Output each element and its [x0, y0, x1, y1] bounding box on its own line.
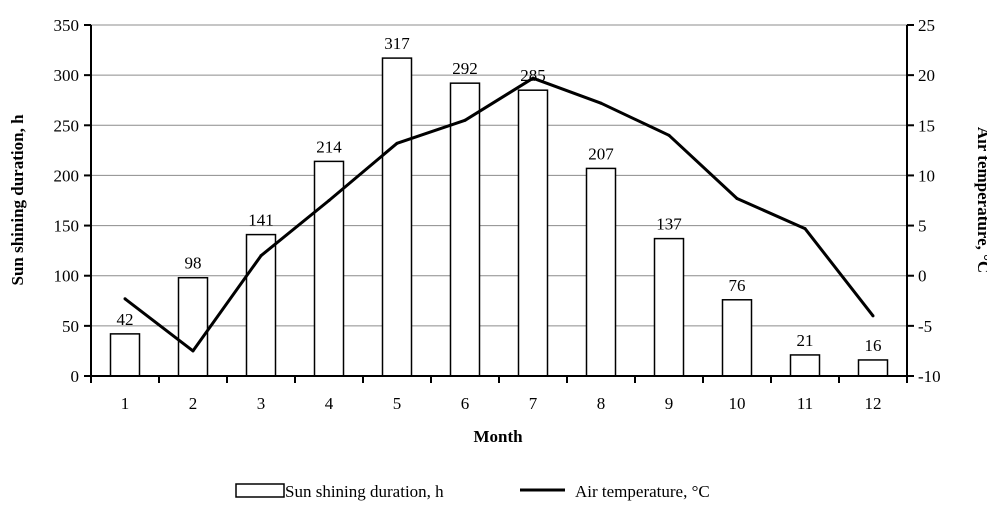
- bar-month-12: [857, 359, 889, 377]
- temperature-point-month-2: [191, 349, 195, 353]
- x-tick-label: 4: [325, 394, 334, 413]
- bar-series-sun-shining: [109, 57, 889, 377]
- bar-month-6: [449, 82, 481, 377]
- x-tick-label: 9: [665, 394, 674, 413]
- y-tick-label-left: 350: [54, 16, 80, 35]
- bar-data-label: 137: [656, 215, 682, 234]
- y-tick-label-right: -10: [918, 367, 941, 386]
- legend-bar-label: Sun shining duration, h: [285, 482, 444, 501]
- legend-line-label: Air temperature, °C: [575, 482, 710, 501]
- y-axis-title-left: Sun shining duration, h: [8, 114, 27, 286]
- temperature-point-month-10: [735, 196, 739, 200]
- y-axis-title-right: Air temperature, °C: [974, 127, 987, 273]
- bar-data-label: 42: [117, 310, 134, 329]
- y-tick-label-left: 200: [54, 166, 80, 185]
- bar-month-4: [313, 160, 345, 377]
- bar-data-label: 214: [316, 137, 342, 156]
- temperature-point-month-1: [123, 297, 127, 301]
- y-tick-label-right: 20: [918, 66, 935, 85]
- x-tick-label: 7: [529, 394, 538, 413]
- temperature-point-month-7: [531, 76, 535, 80]
- temperature-line: [124, 76, 875, 353]
- y-tick-label-right: 0: [918, 267, 927, 286]
- left-axis-tick-labels: 0 50 100 150 200 250 300 350: [54, 16, 80, 386]
- bar-data-label: 21: [797, 331, 814, 350]
- bar-month-2: [177, 276, 209, 377]
- x-tick-label: 12: [865, 394, 882, 413]
- axes: [84, 24, 914, 383]
- y-tick-label-right: 10: [918, 166, 935, 185]
- x-tick-label: 6: [461, 394, 470, 413]
- y-tick-label-left: 100: [54, 267, 80, 286]
- y-tick-label-left: 250: [54, 116, 80, 135]
- temperature-point-month-6: [463, 118, 467, 122]
- temperature-point-month-12: [871, 314, 875, 318]
- temperature-point-month-4: [327, 199, 331, 202]
- bar-data-label: 98: [185, 254, 202, 273]
- y-tick-label-left: 150: [54, 217, 80, 236]
- bar-data-label: 141: [248, 211, 274, 230]
- bar-month-5: [381, 57, 413, 377]
- x-tick-label: 3: [257, 394, 266, 413]
- bar-data-label: 285: [520, 66, 546, 85]
- temperature-point-month-11: [803, 227, 807, 231]
- x-tick-label: 5: [393, 394, 402, 413]
- bar-data-label: 76: [729, 276, 746, 295]
- x-tick-label: 1: [121, 394, 130, 413]
- y-tick-label-right: 15: [918, 116, 935, 135]
- bar-data-label: 292: [452, 59, 478, 78]
- bar-data-label: 16: [865, 336, 882, 355]
- temperature-point-month-8: [599, 101, 603, 105]
- x-tick-label: 8: [597, 394, 606, 413]
- y-tick-label-right: -5: [918, 317, 932, 336]
- x-axis-tick-labels: 1 2 3 4 5 6 7 8 9 10 11 12: [121, 394, 882, 413]
- y-tick-label-left: 300: [54, 66, 80, 85]
- temperature-point-month-5: [395, 141, 399, 145]
- x-tick-label: 10: [729, 394, 746, 413]
- legend-bar-swatch: [235, 483, 285, 498]
- bar-month-1: [109, 333, 141, 377]
- bar-month-10: [721, 299, 753, 377]
- line-series-air-temperature: [123, 76, 875, 353]
- bar-month-7: [517, 89, 549, 377]
- right-axis-tick-labels: -10 -5 0 5 10 15 20 25: [918, 16, 941, 386]
- bar-month-8: [585, 167, 617, 377]
- gridlines: [91, 24, 907, 327]
- x-tick-label: 2: [189, 394, 198, 413]
- y-tick-label-left: 0: [71, 367, 80, 386]
- y-tick-label-right: 5: [918, 217, 927, 236]
- y-tick-label-left: 50: [62, 317, 79, 336]
- x-tick-label: 11: [797, 394, 813, 413]
- temperature-point-month-3: [259, 254, 263, 258]
- bar-data-label: 207: [588, 144, 614, 163]
- x-axis-title: Month: [473, 427, 523, 446]
- bar-data-labels: 42 98 141 214 317 292 285 207 137 76 21 16: [117, 34, 882, 355]
- y-tick-label-right: 25: [918, 16, 935, 35]
- bar-month-11: [789, 354, 821, 377]
- bar-month-9: [653, 237, 685, 377]
- legend: Sun shining duration, h Air temperature,…: [235, 482, 710, 501]
- bar-data-label: 317: [384, 34, 410, 53]
- temperature-point-month-9: [667, 133, 671, 137]
